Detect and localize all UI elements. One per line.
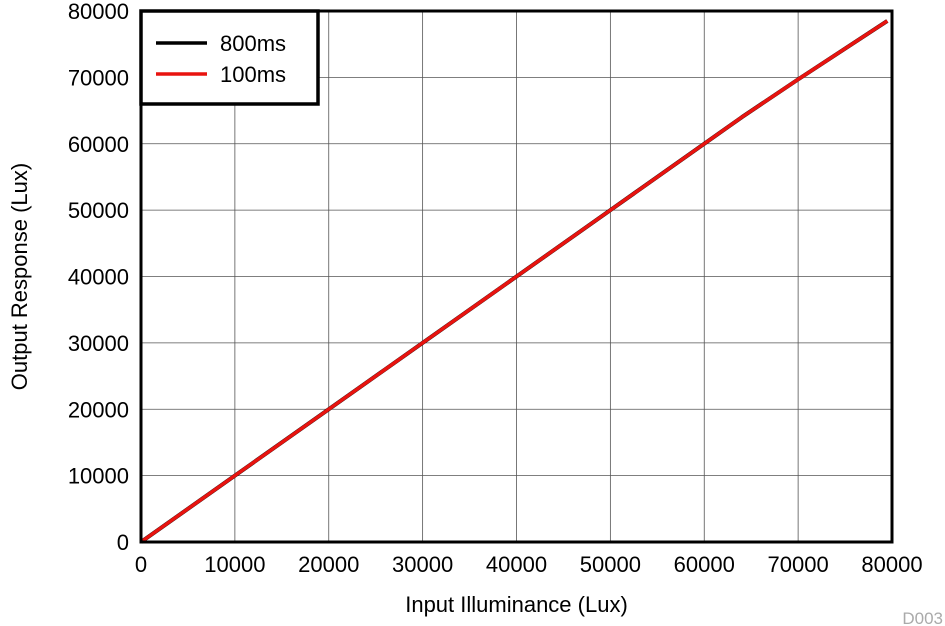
y-tick-label: 0 (117, 530, 129, 555)
y-tick-label: 40000 (68, 265, 129, 290)
legend-label-800ms: 800ms (220, 31, 286, 56)
x-tick-label: 50000 (580, 552, 641, 577)
y-axis-title: Output Response (Lux) (7, 163, 32, 390)
x-tick-label: 10000 (204, 552, 265, 577)
x-tick-labels: 0 10000 20000 30000 40000 50000 60000 70000 8000… (135, 552, 923, 577)
y-tick-label: 70000 (68, 65, 129, 90)
series-group (139, 19, 889, 544)
x-tick-label: 70000 (768, 552, 829, 577)
y-tick-label: 80000 (68, 0, 129, 24)
x-tick-label: 0 (135, 552, 147, 577)
legend: 800ms 100ms (139, 9, 320, 106)
y-tick-label: 20000 (68, 397, 129, 422)
x-tick-label: 20000 (298, 552, 359, 577)
x-axis-title: Input Illuminance (Lux) (405, 592, 628, 617)
legend-box (139, 9, 320, 106)
series-line-100ms (139, 19, 889, 544)
y-tick-labels: 0 10000 20000 30000 40000 50000 60000 70000 8000… (68, 0, 129, 555)
y-tick-label: 50000 (68, 198, 129, 223)
x-tick-label: 40000 (486, 552, 547, 577)
figure-code-label: D003 (902, 609, 943, 626)
legend-label-100ms: 100ms (220, 62, 286, 87)
y-tick-label: 30000 (68, 331, 129, 356)
plot-frame (139, 9, 894, 544)
x-tick-label: 80000 (861, 552, 922, 577)
y-tick-label: 10000 (68, 464, 129, 489)
y-tick-label: 60000 (68, 132, 129, 157)
x-tick-label: 60000 (674, 552, 735, 577)
x-tick-label: 30000 (392, 552, 453, 577)
